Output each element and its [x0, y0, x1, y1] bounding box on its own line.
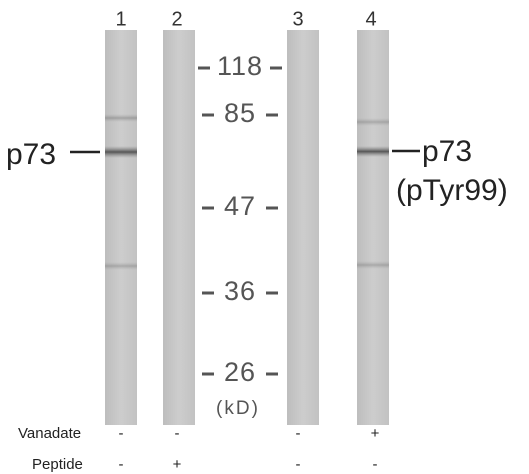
lane-number: 4: [365, 8, 376, 30]
lane-number: 2: [171, 8, 182, 30]
lanes: [105, 30, 389, 425]
band: [105, 146, 137, 158]
condition-sign: -: [119, 425, 124, 442]
marker-unit: (kD): [216, 398, 260, 419]
band: [357, 118, 389, 126]
band: [105, 114, 137, 122]
condition-sign: -: [373, 456, 378, 473]
condition-label: Peptide: [32, 456, 83, 473]
lane: [357, 30, 389, 425]
condition-label: Vanadate: [18, 425, 81, 442]
marker-label: 47: [224, 191, 256, 221]
lane: [105, 30, 137, 425]
condition-sign: -: [119, 456, 124, 473]
condition-sign: +: [371, 425, 380, 442]
condition-sign: -: [296, 425, 301, 442]
lane: [287, 30, 319, 425]
marker-dashes: [198, 66, 282, 376]
lane: [163, 30, 195, 425]
band-label: p73: [422, 135, 472, 168]
condition-sign: -: [175, 425, 180, 442]
band: [105, 262, 137, 270]
marker-label: 85: [224, 98, 256, 128]
marker-label: 26: [224, 357, 256, 387]
lane-number: 1: [115, 8, 126, 30]
marker-label: 36: [224, 276, 256, 306]
lane-number: 3: [292, 8, 303, 30]
condition-sign: +: [173, 456, 182, 473]
marker-label: 118: [217, 51, 263, 81]
band: [357, 146, 389, 157]
condition-sign: -: [296, 456, 301, 473]
band-label: p73: [6, 138, 56, 171]
band: [357, 261, 389, 269]
band-label: (pTyr99): [396, 174, 508, 207]
